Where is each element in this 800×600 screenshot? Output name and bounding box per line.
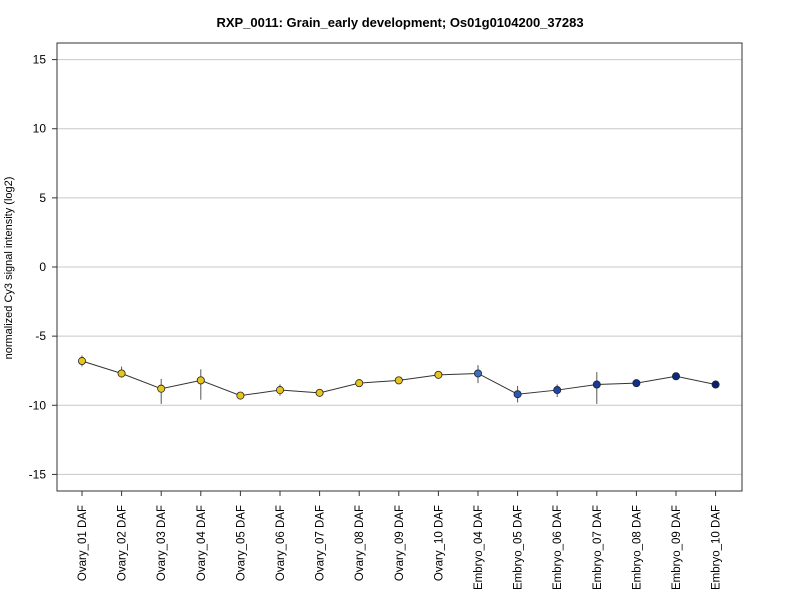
data-point bbox=[78, 357, 87, 366]
x-tick-label: Ovary_10 DAF bbox=[433, 505, 445, 581]
data-point bbox=[315, 388, 324, 397]
data-point bbox=[711, 380, 720, 389]
y-axis: 15 10 5 0 -5 -10 -15 bbox=[29, 53, 57, 481]
grid-lines bbox=[57, 59, 742, 475]
x-tick-label: Ovary_08 DAF bbox=[354, 505, 366, 581]
x-tick-label: Embryo_09 DAF bbox=[671, 505, 683, 590]
x-tick-label: Ovary_01 DAF bbox=[77, 505, 89, 581]
data-point bbox=[553, 386, 562, 395]
y-tick-label: -5 bbox=[35, 329, 46, 343]
data-point bbox=[672, 372, 681, 381]
y-tick-label: -15 bbox=[29, 467, 47, 481]
x-tick-label: Embryo_06 DAF bbox=[552, 505, 564, 590]
x-tick-label: Embryo_07 DAF bbox=[592, 505, 604, 590]
data-point bbox=[394, 376, 403, 385]
y-tick-label: 0 bbox=[39, 260, 46, 274]
x-axis: Ovary_01 DAF Ovary_02 DAF Ovary_03 DAF Ovar… bbox=[77, 491, 723, 590]
data-point bbox=[355, 379, 364, 388]
x-tick-label: Embryo_04 DAF bbox=[473, 505, 485, 590]
data-point bbox=[632, 379, 641, 388]
x-tick-label: Ovary_03 DAF bbox=[156, 505, 168, 581]
y-tick-label: 10 bbox=[33, 122, 47, 136]
x-tick-label: Ovary_02 DAF bbox=[117, 505, 129, 581]
data-point bbox=[196, 376, 205, 385]
data-point bbox=[513, 390, 522, 399]
plot-frame bbox=[56, 42, 743, 492]
x-tick-label: Ovary_06 DAF bbox=[275, 505, 287, 581]
data-point bbox=[275, 386, 284, 395]
x-tick-label: Embryo_05 DAF bbox=[513, 505, 525, 590]
x-tick-label: Ovary_07 DAF bbox=[315, 505, 327, 581]
data-point bbox=[434, 370, 443, 379]
data-point bbox=[473, 369, 482, 378]
data-point bbox=[592, 380, 601, 389]
y-tick-label: 5 bbox=[39, 191, 46, 205]
x-tick-label: Embryo_08 DAF bbox=[631, 505, 643, 590]
x-tick-label: Ovary_04 DAF bbox=[196, 505, 208, 581]
x-tick-label: Embryo_10 DAF bbox=[711, 505, 723, 590]
y-tick-label: 15 bbox=[33, 53, 47, 67]
y-axis-label: normalized Cy3 signal intensity (log2) bbox=[3, 177, 15, 360]
data-point bbox=[236, 391, 245, 400]
data-point bbox=[157, 384, 166, 393]
data-point bbox=[117, 369, 126, 378]
data-series bbox=[78, 357, 720, 400]
y-tick-label: -10 bbox=[29, 398, 47, 412]
x-tick-label: Ovary_05 DAF bbox=[235, 505, 247, 581]
chart-title: RXP_0011: Grain_early development; Os01g… bbox=[216, 15, 583, 30]
x-tick-label: Ovary_09 DAF bbox=[394, 505, 406, 581]
